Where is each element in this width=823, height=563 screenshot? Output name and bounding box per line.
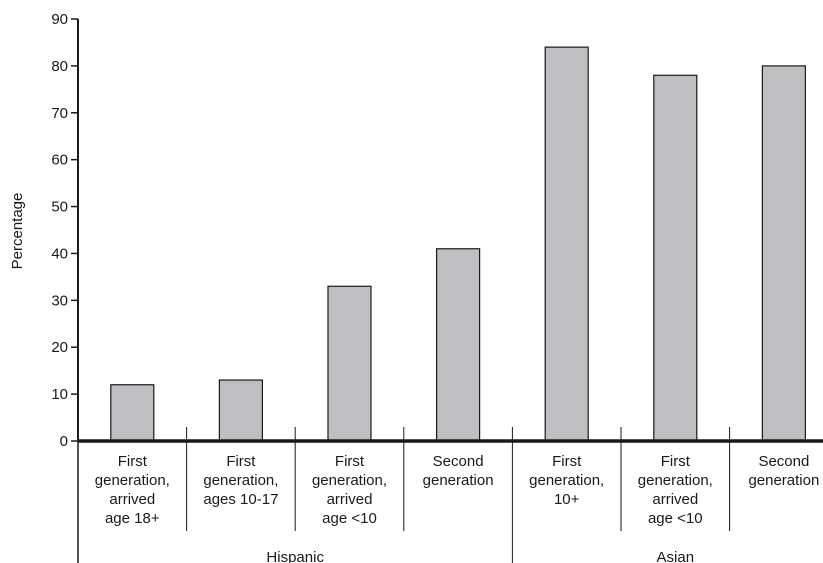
bar bbox=[110, 384, 155, 442]
category-label-line: generation bbox=[748, 472, 819, 489]
category-label-line: First bbox=[226, 453, 256, 470]
category-label: First generation, arrived age <10 bbox=[638, 453, 713, 527]
group-label: Asian bbox=[657, 549, 695, 563]
category-label-line: generation, bbox=[312, 472, 387, 489]
category-label-line: Second bbox=[758, 453, 809, 470]
category-label: Second generation bbox=[748, 453, 819, 489]
category-label-line: generation, bbox=[95, 472, 170, 489]
bar bbox=[653, 74, 698, 442]
y-tick-label: 60 bbox=[51, 152, 68, 169]
category-label-line: 10+ bbox=[554, 491, 580, 508]
bar bbox=[218, 379, 263, 442]
category-label-line: arrived bbox=[109, 491, 155, 508]
category-label-line: Second bbox=[433, 453, 484, 470]
category-label-line: generation bbox=[423, 472, 494, 489]
y-tick-label: 70 bbox=[51, 105, 68, 122]
y-tick-label: 20 bbox=[51, 339, 68, 356]
y-axis-label: Percentage bbox=[9, 193, 26, 270]
category-label: First generation, 10+ bbox=[529, 453, 604, 508]
category-label: First generation, arrived age <10 bbox=[312, 453, 387, 527]
category-label-line: First bbox=[661, 453, 691, 470]
y-tick-label: 0 bbox=[60, 433, 68, 450]
category-label-line: age 18+ bbox=[105, 510, 160, 527]
bar bbox=[544, 46, 589, 442]
bar bbox=[761, 65, 807, 442]
bar bbox=[436, 248, 481, 442]
category-label: First generation, ages 10-17 bbox=[203, 453, 278, 508]
category-label-line: First bbox=[335, 453, 365, 470]
category-label-line: age <10 bbox=[322, 510, 377, 527]
category-label: First generation, arrived age 18+ bbox=[95, 453, 170, 527]
category-label: Second generation bbox=[423, 453, 494, 489]
category-label-line: generation, bbox=[203, 472, 278, 489]
category-label-line: ages 10-17 bbox=[203, 491, 278, 508]
category-label-line: First bbox=[118, 453, 148, 470]
y-tick-label: 30 bbox=[51, 292, 68, 309]
category-label-line: age <10 bbox=[648, 510, 703, 527]
category-label-line: arrived bbox=[327, 491, 373, 508]
y-tick-label: 80 bbox=[51, 58, 68, 75]
y-tick-label: 50 bbox=[51, 199, 68, 216]
category-label-line: generation, bbox=[529, 472, 604, 489]
group-label: Hispanic bbox=[266, 549, 324, 563]
category-label-line: generation, bbox=[638, 472, 713, 489]
y-tick-label: 40 bbox=[51, 245, 68, 262]
y-tick-label: 90 bbox=[51, 11, 68, 28]
category-label-line: arrived bbox=[652, 491, 698, 508]
bar bbox=[327, 285, 372, 442]
y-tick-label: 10 bbox=[51, 386, 68, 403]
category-label-line: First bbox=[552, 453, 582, 470]
